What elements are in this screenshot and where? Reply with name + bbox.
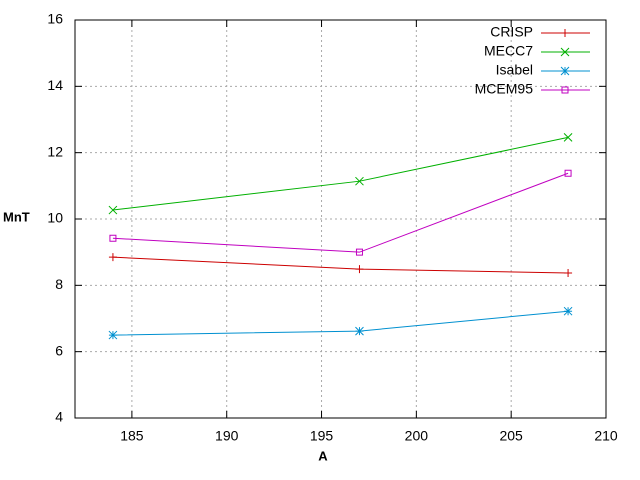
data-point (108, 330, 118, 340)
data-point (563, 306, 573, 316)
x-tick-label: 190 (215, 428, 239, 444)
y-tick-label: 12 (47, 143, 63, 159)
legend-label: MCEM95 (475, 81, 534, 97)
data-point (108, 253, 117, 262)
legend-label: CRISP (490, 24, 533, 40)
x-tick-label: 195 (310, 428, 334, 444)
data-point (355, 176, 364, 186)
series-line (112, 256, 569, 274)
y-tick-label: 10 (47, 210, 63, 226)
legend-marker (560, 47, 570, 57)
y-tick-label: 6 (55, 342, 63, 358)
legend-label: Isabel (496, 62, 533, 78)
data-point (109, 234, 117, 242)
data-point (564, 269, 573, 278)
y-tick-label: 16 (47, 11, 63, 27)
x-tick-label: 185 (120, 428, 144, 444)
data-point (564, 169, 572, 177)
legend-marker (561, 86, 569, 94)
x-tick-label: 200 (405, 428, 429, 444)
legend-label: MECC7 (484, 43, 533, 59)
data-point (355, 248, 363, 256)
x-tick-label: 210 (594, 428, 618, 444)
x-tick-label: 205 (499, 428, 523, 444)
plot-frame (74, 19, 607, 419)
series-line (112, 172, 569, 253)
legend-marker (560, 66, 570, 76)
y-tick-label: 4 (55, 409, 63, 425)
data-point (108, 205, 118, 215)
y-tick-label: 14 (47, 77, 63, 93)
y-tick-label: 8 (55, 276, 63, 292)
series-line (112, 310, 569, 336)
x-axis-label: A (318, 448, 328, 463)
y-axis-label: MnT (3, 209, 30, 224)
data-point (355, 326, 364, 336)
legend-marker (561, 29, 569, 37)
data-point (563, 133, 573, 142)
data-point (355, 265, 364, 274)
